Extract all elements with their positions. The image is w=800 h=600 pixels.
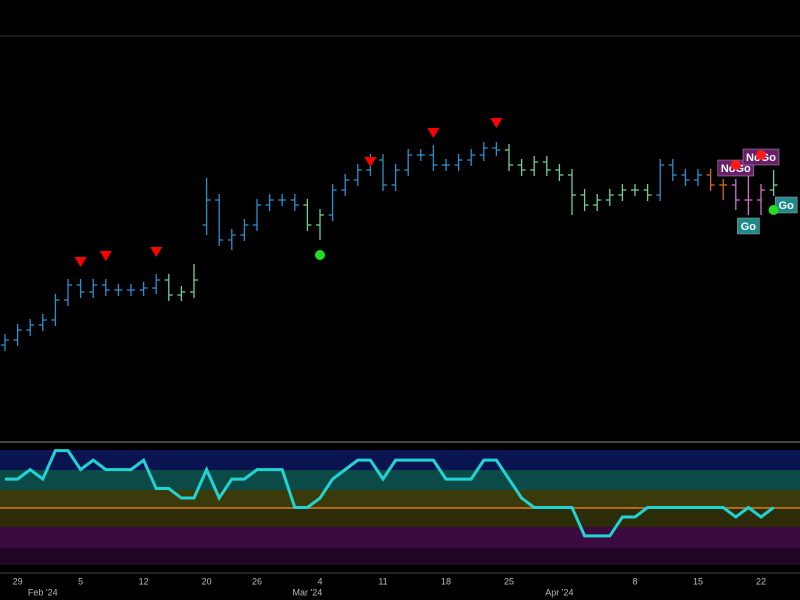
ohlc-bar bbox=[643, 184, 652, 201]
annotation-label: Go bbox=[741, 221, 757, 233]
band bbox=[0, 490, 800, 508]
ohlc-bar bbox=[605, 189, 614, 206]
ohlc-bar bbox=[568, 169, 576, 215]
ohlc-bar bbox=[391, 164, 400, 191]
ohlc-bar bbox=[379, 154, 387, 191]
ohlc-bar bbox=[429, 145, 438, 171]
ohlc-bar bbox=[694, 169, 702, 186]
band bbox=[0, 508, 800, 527]
ohlc-bar bbox=[416, 149, 425, 161]
annotation-label: Go bbox=[779, 200, 795, 212]
ohlc-bar bbox=[303, 199, 312, 231]
ohlc-bar bbox=[215, 194, 224, 246]
ohlc-bar bbox=[479, 142, 488, 161]
signal-dot bbox=[730, 160, 741, 170]
ohlc-bar bbox=[341, 174, 350, 196]
ohlc-bar bbox=[631, 184, 639, 196]
x-tick-label: 4 bbox=[317, 576, 322, 586]
ohlc-bar bbox=[757, 184, 765, 215]
ohlc-bar bbox=[253, 199, 261, 231]
ohlc-bar bbox=[13, 324, 22, 346]
ohlc-bar bbox=[278, 194, 287, 206]
x-tick-label: 12 bbox=[139, 576, 149, 586]
ohlc-bar bbox=[404, 149, 413, 176]
ohlc-bar bbox=[227, 229, 236, 250]
annotation-box bbox=[737, 217, 760, 235]
ohlc-bar bbox=[290, 194, 299, 211]
x-tick-label: 11 bbox=[378, 576, 387, 586]
x-month-label: Feb '24 bbox=[28, 587, 58, 597]
ohlc-bar bbox=[668, 159, 677, 181]
ohlc-bar bbox=[719, 179, 728, 200]
sell-signal bbox=[490, 118, 503, 128]
ohlc-bar bbox=[64, 279, 72, 306]
ohlc-bar bbox=[328, 184, 337, 221]
x-tick-label: 29 bbox=[13, 576, 23, 586]
signal-dot bbox=[768, 205, 779, 215]
band bbox=[0, 527, 800, 548]
ohlc-bar bbox=[706, 169, 715, 191]
sell-signal bbox=[74, 257, 87, 267]
ohlc-bar bbox=[769, 170, 778, 196]
ohlc-bar bbox=[454, 154, 463, 171]
ohlc-bar bbox=[681, 169, 690, 186]
ohlc-bar bbox=[177, 286, 186, 301]
ohlc-bar bbox=[744, 174, 753, 215]
x-month-label: Apr '24 bbox=[545, 587, 573, 597]
ohlc-bar bbox=[38, 314, 47, 331]
x-tick-label: 22 bbox=[756, 576, 766, 586]
ohlc-bar bbox=[530, 156, 539, 176]
ohlc-bar bbox=[51, 294, 60, 326]
ohlc-bar bbox=[593, 194, 602, 211]
ohlc-bar bbox=[139, 282, 148, 296]
band bbox=[0, 548, 800, 565]
ohlc-bar bbox=[618, 184, 627, 201]
ohlc-bar bbox=[442, 159, 450, 171]
ohlc-bar bbox=[542, 156, 551, 176]
ohlc-bar bbox=[731, 179, 740, 210]
ohlc-bar bbox=[89, 279, 98, 298]
band bbox=[0, 470, 800, 490]
x-tick-label: 5 bbox=[78, 576, 83, 586]
signal-dot bbox=[315, 250, 325, 260]
ohlc-bar bbox=[76, 279, 85, 298]
x-tick-label: 25 bbox=[504, 576, 514, 586]
oscillator-line bbox=[5, 449, 775, 538]
ohlc-bar bbox=[492, 142, 501, 156]
ohlc-bar bbox=[467, 149, 476, 166]
ohlc-bar bbox=[202, 178, 211, 235]
ohlc-bar bbox=[353, 164, 362, 186]
ohlc-bar bbox=[240, 219, 249, 241]
ohlc-bar bbox=[190, 264, 198, 298]
ohlc-bar bbox=[517, 159, 526, 176]
ohlc-bar bbox=[152, 274, 161, 294]
x-tick-label: 8 bbox=[632, 576, 637, 586]
ohlc-bar bbox=[114, 284, 123, 296]
sell-signal bbox=[427, 128, 440, 138]
signal-dot bbox=[756, 150, 766, 160]
sell-signal bbox=[364, 157, 377, 167]
ohlc-bar bbox=[265, 194, 274, 211]
ohlc-bar bbox=[26, 319, 35, 336]
ohlc-bar bbox=[555, 164, 564, 181]
x-tick-label: 18 bbox=[441, 576, 451, 586]
x-tick-label: 15 bbox=[693, 576, 703, 586]
ohlc-bar bbox=[656, 159, 665, 201]
ohlc-bar bbox=[101, 279, 110, 296]
ohlc-bar bbox=[580, 189, 589, 211]
sell-signal bbox=[150, 247, 163, 257]
ohlc-bar bbox=[316, 209, 324, 240]
x-tick-label: 20 bbox=[202, 576, 212, 586]
ohlc-bar bbox=[1, 334, 9, 351]
x-tick-label: 26 bbox=[252, 576, 262, 586]
sell-signal bbox=[99, 251, 112, 261]
ohlc-bar bbox=[505, 144, 513, 171]
x-month-label: Mar '24 bbox=[293, 587, 323, 597]
ohlc-bar bbox=[164, 274, 173, 301]
annotation-box bbox=[774, 196, 798, 214]
ohlc-bar bbox=[127, 284, 135, 296]
